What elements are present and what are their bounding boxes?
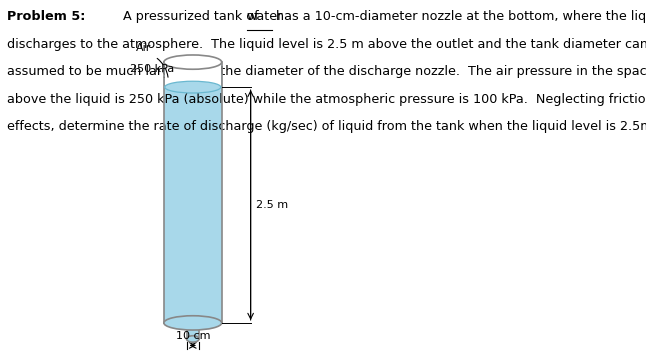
Text: effects, determine the rate of discharge (kg/sec) of liquid from the tank when t: effects, determine the rate of discharge… bbox=[6, 120, 646, 133]
Ellipse shape bbox=[165, 81, 221, 93]
Text: water: water bbox=[247, 10, 284, 23]
Text: A pressurized tank of: A pressurized tank of bbox=[115, 10, 263, 23]
Text: above the liquid is 250 kPa (absolute) while the atmospheric pressure is 100 kPa: above the liquid is 250 kPa (absolute) w… bbox=[6, 93, 646, 106]
Bar bbox=[164, 62, 222, 323]
Text: 2.5 m: 2.5 m bbox=[256, 200, 288, 210]
Bar bbox=[165, 62, 221, 87]
Text: Problem 5:: Problem 5: bbox=[6, 10, 85, 23]
Ellipse shape bbox=[187, 336, 199, 342]
Ellipse shape bbox=[164, 55, 222, 69]
Text: Air: Air bbox=[136, 43, 151, 53]
Text: assumed to be much larger than the diameter of the discharge nozzle.  The air pr: assumed to be much larger than the diame… bbox=[6, 65, 646, 78]
Text: has a 10-cm-diameter nozzle at the bottom, where the liquid: has a 10-cm-diameter nozzle at the botto… bbox=[273, 10, 646, 23]
Text: 250 kPa: 250 kPa bbox=[130, 64, 174, 74]
Bar bbox=[187, 323, 199, 339]
Ellipse shape bbox=[164, 316, 222, 330]
Text: 10 cm: 10 cm bbox=[176, 331, 210, 341]
Text: discharges to the atmosphere.  The liquid level is 2.5 m above the outlet and th: discharges to the atmosphere. The liquid… bbox=[6, 38, 646, 51]
